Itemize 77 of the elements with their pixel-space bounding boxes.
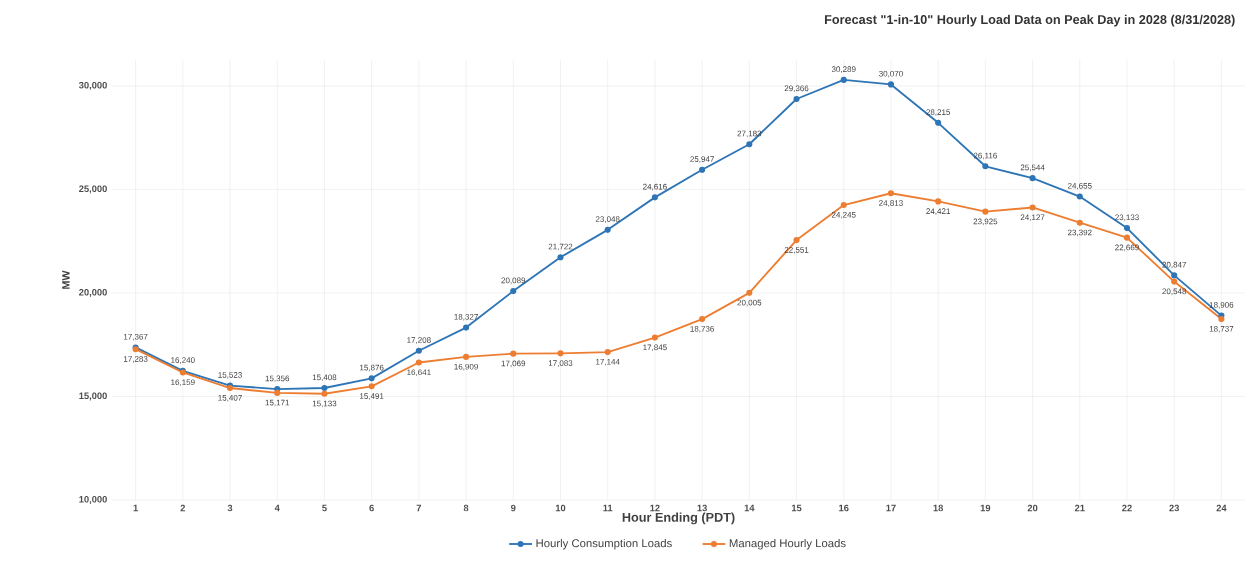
x-tick-label: 11 bbox=[603, 504, 613, 512]
x-tick-label: 15 bbox=[791, 504, 802, 512]
x-tick-label: 3 bbox=[227, 504, 233, 512]
data-label: 24,616 bbox=[643, 183, 667, 191]
data-label: 20,005 bbox=[737, 299, 762, 307]
y-axis-title: MW bbox=[62, 270, 70, 289]
data-label: 30,070 bbox=[879, 70, 903, 78]
data-label: 24,813 bbox=[879, 200, 903, 207]
x-axis-title: Hour Ending (PDT) bbox=[622, 512, 735, 525]
x-tick-label: 5 bbox=[322, 504, 327, 512]
data-label: 24,421 bbox=[926, 208, 950, 215]
data-label: 15,171 bbox=[265, 399, 290, 407]
data-label: 17,208 bbox=[407, 337, 431, 344]
x-tick-label: 21 bbox=[1074, 504, 1085, 512]
x-tick-label: 4 bbox=[274, 504, 280, 512]
data-label: 15,356 bbox=[265, 375, 290, 383]
x-tick-label: 1 bbox=[133, 504, 138, 512]
data-label: 25,544 bbox=[1020, 164, 1045, 172]
data-label: 24,245 bbox=[831, 211, 856, 219]
data-label: 25,947 bbox=[690, 156, 714, 163]
x-tick-label: 16 bbox=[839, 504, 849, 512]
x-tick-label: 12 bbox=[650, 504, 660, 512]
x-tick-label: 19 bbox=[980, 504, 991, 512]
y-tick-label: 10,000 bbox=[79, 496, 107, 504]
data-label: 29,366 bbox=[784, 85, 809, 93]
data-label: 20,548 bbox=[1162, 288, 1187, 296]
legend-label: Hourly Consumption Loads bbox=[536, 538, 672, 550]
data-label: 15,133 bbox=[312, 400, 337, 408]
data-label: 18,327 bbox=[454, 314, 478, 321]
data-label: 17,845 bbox=[643, 344, 667, 352]
data-label: 17,367 bbox=[123, 333, 148, 341]
data-label: 17,283 bbox=[123, 356, 148, 363]
data-label: 23,925 bbox=[973, 218, 998, 226]
y-tick-label: 20,000 bbox=[79, 288, 107, 297]
x-tick-label: 13 bbox=[697, 504, 707, 512]
data-label: 23,048 bbox=[595, 216, 620, 223]
data-label: 15,523 bbox=[218, 372, 242, 379]
data-label: 17,083 bbox=[548, 360, 573, 367]
chart-title: Forecast "1-in-10" Hourly Load Data on Peak Day in 2028 (8/31/2028) bbox=[824, 14, 1235, 27]
x-tick-label: 2 bbox=[180, 504, 186, 512]
data-label: 30,289 bbox=[831, 66, 856, 73]
data-label: 17,144 bbox=[596, 359, 620, 366]
y-tick-label: 25,000 bbox=[79, 185, 107, 194]
data-label: 23,133 bbox=[1115, 214, 1139, 222]
x-tick-label: 17 bbox=[886, 504, 896, 512]
x-tick-label: 7 bbox=[416, 504, 422, 512]
y-tick-label: 15,000 bbox=[79, 392, 107, 401]
data-label: 18,736 bbox=[690, 326, 714, 333]
data-label: 15,491 bbox=[360, 393, 384, 400]
data-label: 17,069 bbox=[501, 360, 526, 368]
legend-label: Managed Hourly Loads bbox=[729, 538, 846, 550]
data-label: 21,722 bbox=[548, 243, 573, 251]
data-label: 24,127 bbox=[1020, 214, 1045, 222]
x-tick-label: 20 bbox=[1027, 504, 1038, 512]
x-tick-label: 24 bbox=[1216, 504, 1227, 512]
data-label: 16,240 bbox=[171, 357, 195, 364]
data-label: 18,737 bbox=[1209, 326, 1234, 333]
x-tick-label: 6 bbox=[369, 504, 374, 512]
y-tick-label: 30,000 bbox=[78, 81, 107, 90]
x-tick-label: 14 bbox=[744, 504, 755, 512]
data-label: 23,392 bbox=[1067, 229, 1092, 237]
x-tick-label: 9 bbox=[511, 504, 516, 512]
data-label: 28,215 bbox=[926, 109, 951, 116]
x-tick-label: 22 bbox=[1122, 504, 1132, 512]
data-label: 26,116 bbox=[973, 152, 997, 160]
x-tick-label: 18 bbox=[933, 504, 944, 512]
data-label: 24,655 bbox=[1067, 183, 1092, 190]
data-label: 20,089 bbox=[501, 277, 526, 285]
data-label: 16,159 bbox=[171, 379, 195, 387]
data-label: 15,408 bbox=[312, 374, 337, 382]
x-tick-label: 8 bbox=[463, 504, 469, 512]
data-label: 16,641 bbox=[407, 369, 431, 377]
data-label: 15,876 bbox=[360, 364, 384, 372]
data-label: 15,407 bbox=[218, 394, 242, 402]
x-tick-label: 10 bbox=[555, 504, 566, 512]
data-label: 16,909 bbox=[454, 363, 478, 371]
x-tick-label: 23 bbox=[1169, 504, 1180, 512]
